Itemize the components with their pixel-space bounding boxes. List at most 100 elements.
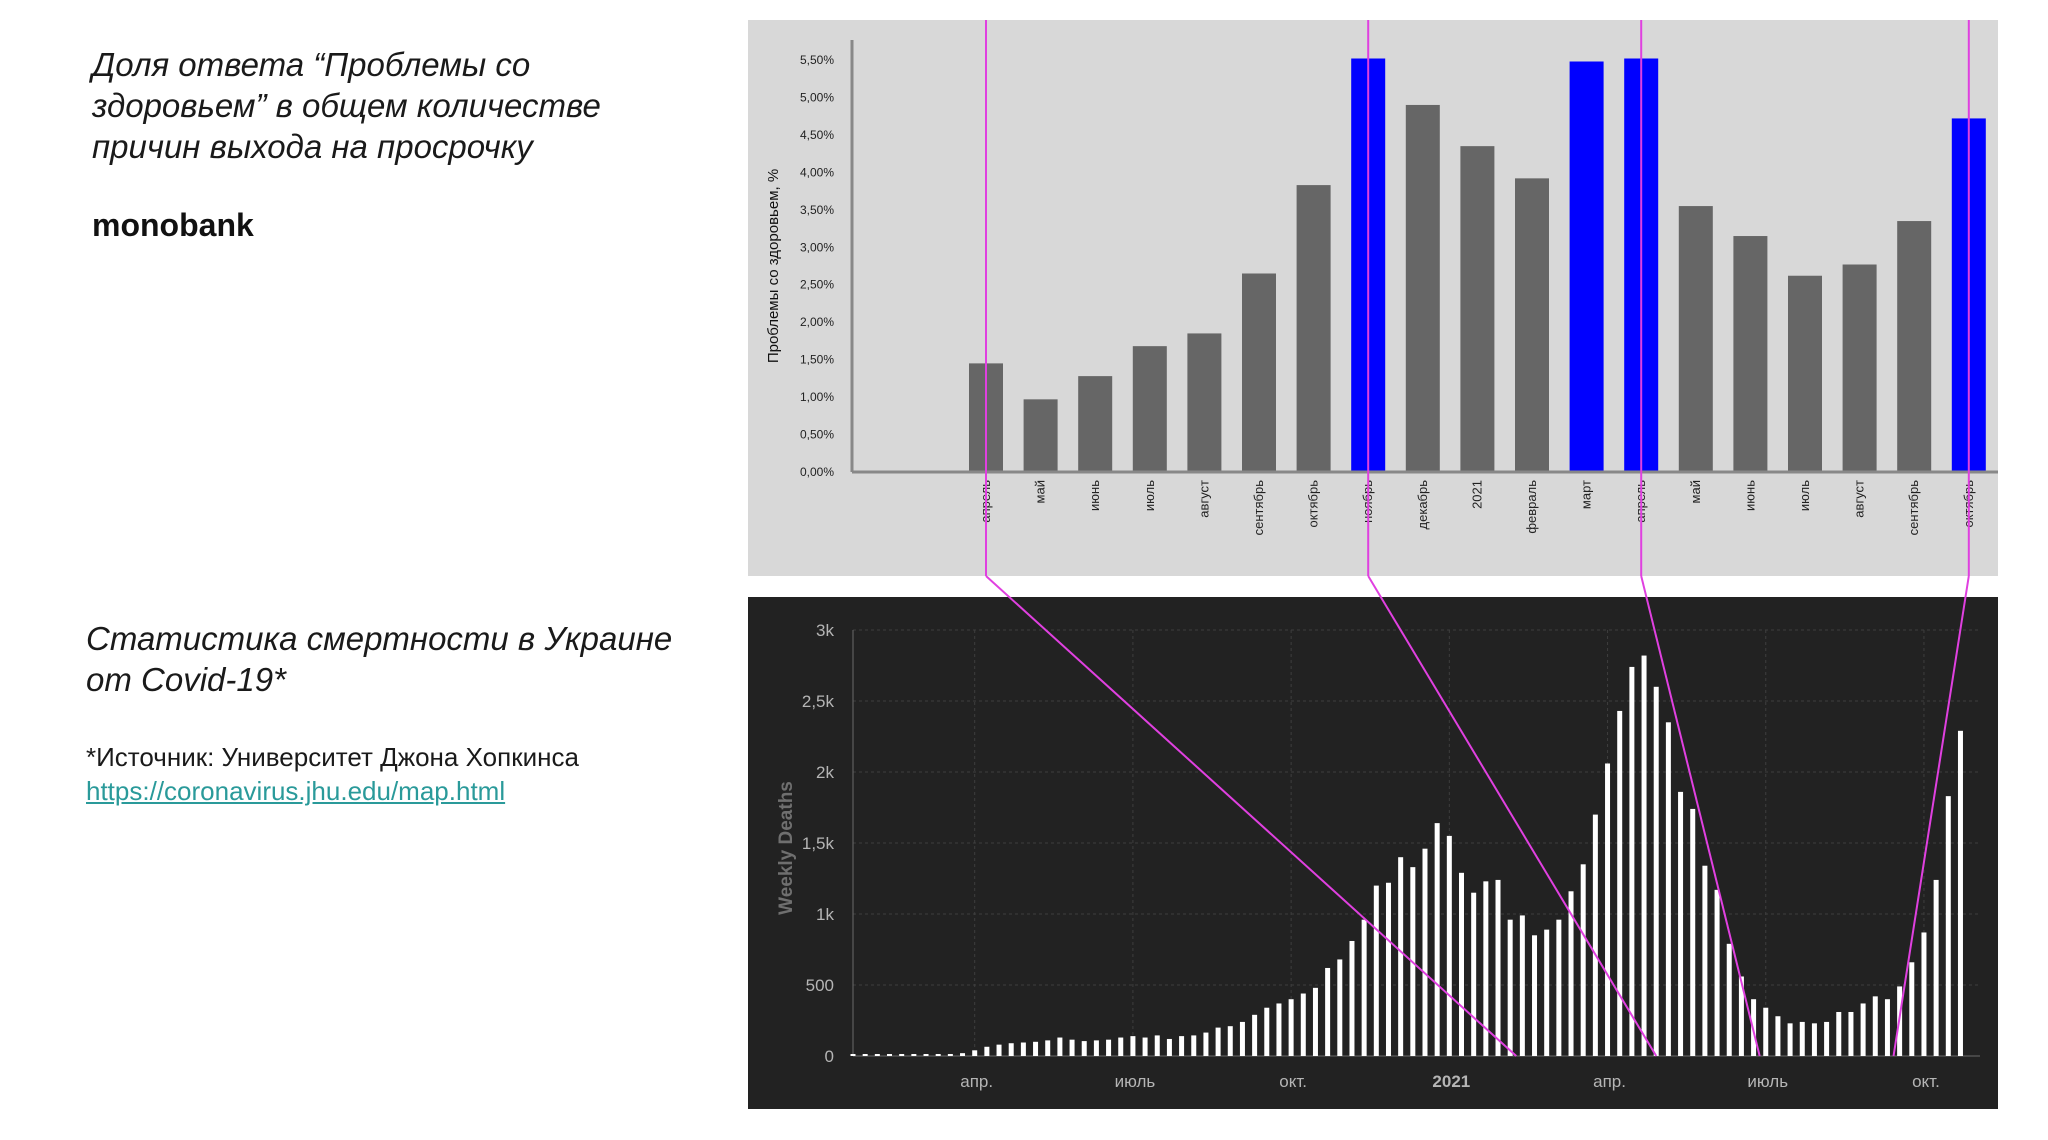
source-link[interactable]: https://coronavirus.jhu.edu/map.html (86, 776, 506, 806)
weekly-death-bar (1617, 710, 1623, 1056)
weekly-death-bar (1483, 881, 1489, 1056)
y-tick-label: 3,50% (800, 203, 834, 217)
y-tick-label: 2,50% (800, 278, 834, 292)
x-tick-label: июль (1115, 1072, 1156, 1091)
weekly-death-bar (972, 1050, 978, 1056)
x-tick-label: ноябрь (1360, 480, 1375, 523)
bar-2 (1023, 399, 1058, 472)
weekly-death-bar (1154, 1035, 1160, 1056)
x-tick-label: октябрь (1306, 480, 1321, 528)
weekly-death-bar (1884, 999, 1890, 1056)
weekly-death-bar (1361, 919, 1367, 1056)
weekly-death-bar (1690, 808, 1696, 1056)
weekly-death-bar (1166, 1038, 1172, 1056)
x-tick-label: август (1196, 480, 1211, 518)
y-tick-label: 0,00% (800, 465, 834, 479)
weekly-death-bar (1495, 879, 1501, 1056)
weekly-death-bar (899, 1054, 905, 1056)
bar-13 (1624, 58, 1659, 472)
weekly-death-bar (1909, 962, 1915, 1056)
bar-16 (1788, 275, 1822, 472)
x-tick-label: декабрь (1415, 480, 1430, 530)
x-tick-label: сентябрь (1251, 480, 1266, 536)
weekly-death-bar (1264, 1007, 1270, 1056)
x-tick-label: апр. (960, 1072, 993, 1091)
x-tick-label: окт. (1912, 1072, 1940, 1091)
bar-11 (1515, 178, 1549, 472)
weekly-death-bar (1446, 835, 1452, 1056)
x-tick-label: 2021 (1432, 1072, 1470, 1091)
bar-18 (1897, 221, 1932, 472)
weekly-death-bar (947, 1054, 953, 1056)
weekly-death-bar (1872, 996, 1878, 1056)
weekly-death-bar (1738, 976, 1744, 1056)
weekly-death-bar (1897, 986, 1903, 1056)
weekly-death-bar (1580, 864, 1586, 1056)
y-tick-label: 0 (825, 1047, 834, 1066)
bar-19 (1951, 118, 1986, 473)
weekly-death-bar (1288, 999, 1294, 1056)
weekly-death-bar (1106, 1039, 1112, 1056)
y-axis-label: Проблемы со здоровьем, % (765, 169, 782, 363)
x-tick-label: окт. (1279, 1072, 1307, 1091)
weekly-death-bar (1081, 1041, 1087, 1056)
x-tick-label: май (1688, 480, 1703, 503)
y-tick-label: 1,5k (802, 834, 835, 853)
x-tick-label: февраль (1524, 480, 1539, 534)
weekly-death-bar (1349, 940, 1355, 1056)
weekly-death-bar (887, 1054, 893, 1056)
weekly-death-bar (1860, 1003, 1866, 1056)
weekly-death-bar (911, 1054, 917, 1056)
weekly-death-bar (1069, 1039, 1075, 1056)
y-tick-label: 4,00% (800, 165, 834, 179)
weekly-death-bar (1215, 1027, 1221, 1056)
x-tick-label: июль (1797, 480, 1812, 511)
weekly-death-bar (1252, 1014, 1258, 1056)
weekly-death-bar (1811, 1023, 1817, 1056)
weekly-death-bar (1787, 1023, 1793, 1056)
weekly-death-bar (1191, 1035, 1197, 1056)
x-tick-label: апрель (978, 480, 993, 523)
x-tick-label: апрель (1633, 480, 1648, 523)
x-tick-label: март (1579, 480, 1594, 509)
weekly-death-bar (984, 1046, 990, 1056)
y-axis-label: Weekly Deaths (776, 781, 797, 915)
x-tick-label: июль (1747, 1072, 1788, 1091)
weekly-death-bar (1312, 987, 1318, 1056)
weekly-death-bar (874, 1054, 880, 1056)
bar-6 (1242, 273, 1276, 472)
weekly-death-bar (1142, 1037, 1148, 1056)
x-tick-label: май (1033, 480, 1048, 503)
weekly-death-bar (1239, 1021, 1245, 1056)
chart-1-title: Доля ответа “Проблемы со здоровьем” в об… (92, 46, 601, 165)
y-tick-label: 1k (816, 905, 834, 924)
monobank-bar-chart: 0,00% 0,50% 1,00% 1,50% 2,00% 2,50% 3,00% 3,50%… (765, 40, 1998, 536)
weekly-death-bar (1592, 814, 1598, 1056)
weekly-death-bar (1118, 1037, 1124, 1056)
y-tick-label: 2k (816, 763, 834, 782)
y-tick-label: 1,50% (800, 353, 834, 367)
weekly-death-bar (1422, 848, 1428, 1056)
weekly-death-bar (1276, 1003, 1282, 1056)
weekly-death-bar (1629, 666, 1635, 1056)
weekly-death-bar (1702, 865, 1708, 1056)
weekly-death-bar (862, 1054, 868, 1056)
weekly-death-bar (1544, 929, 1550, 1056)
weekly-death-bar (1714, 889, 1720, 1056)
weekly-death-bar (1507, 919, 1513, 1056)
y-tick-label: 2,00% (800, 315, 834, 329)
weekly-death-bar (1130, 1036, 1136, 1056)
weekly-death-bar (1398, 857, 1404, 1056)
weekly-death-bar (1775, 1016, 1781, 1056)
weekly-death-bar (1093, 1040, 1099, 1056)
weekly-death-bar (1945, 796, 1951, 1056)
weekly-death-bar (935, 1054, 941, 1056)
x-tick-label: апр. (1593, 1072, 1626, 1091)
weekly-death-bar (1020, 1042, 1026, 1056)
bar-7 (1296, 185, 1331, 472)
bar-14 (1678, 206, 1713, 472)
weekly-death-bar (1373, 885, 1379, 1056)
bar-5 (1187, 333, 1222, 472)
bar-12 (1569, 61, 1604, 473)
weekly-death-bar (1653, 686, 1659, 1056)
